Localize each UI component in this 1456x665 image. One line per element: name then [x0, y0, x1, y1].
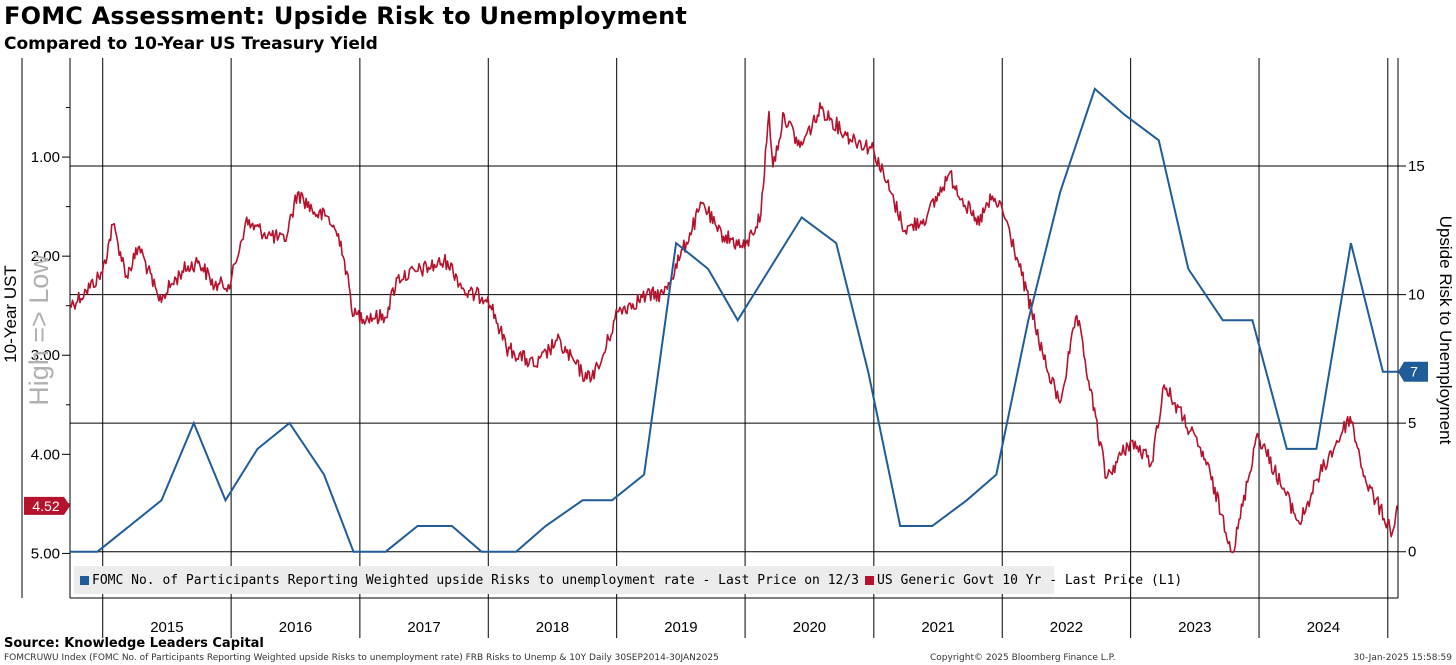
- right-last-value-label: 7: [1410, 364, 1418, 380]
- legend-label-10y: US Generic Govt 10 Yr - Last Price (L1): [877, 572, 1183, 588]
- left-tick-label-3.00: 3.00: [31, 347, 60, 364]
- right-tick-label-10: 10: [1408, 287, 1425, 304]
- copyright-note: Copyright© 2025 Bloomberg Finance L.P.: [930, 653, 1116, 663]
- legend-label-fomc: FOMC No. of Participants Reporting Weigh…: [92, 572, 860, 588]
- source-note: Source: Knowledge Leaders Capital: [4, 636, 264, 651]
- right-axis-label: Upside Risk to Unemployment: [1436, 216, 1455, 445]
- left-tick-label-5.00: 5.00: [31, 545, 60, 562]
- x-tick-label-2023: 2023: [1178, 619, 1211, 636]
- left-tick-label-4.00: 4.00: [31, 446, 60, 463]
- series-line-10y-yield: [69, 102, 1399, 554]
- x-tick-label-2021: 2021: [921, 619, 954, 636]
- legend-item-fomc: FOMC No. of Participants Reporting Weigh…: [80, 573, 859, 588]
- chart-title: FOMC Assessment: Upside Risk to Unemploy…: [4, 2, 688, 30]
- chart-legend: FOMC No. of Participants Reporting Weigh…: [74, 566, 1182, 594]
- x-tick-label-2017: 2017: [407, 619, 440, 636]
- left-last-value-label: 4.52: [32, 498, 59, 514]
- left-tick-label-2.00: 2.00: [31, 248, 60, 265]
- grid-lines: [21, 58, 1406, 638]
- left-axis-watermark: High => Low: [24, 254, 54, 406]
- legend-swatch-red: [865, 575, 875, 585]
- left-axis-tick-labels: 1.00 2.00 3.00 4.00 5.00: [31, 149, 60, 562]
- left-tick-label-1.00: 1.00: [31, 149, 60, 166]
- index-description: FOMCRUWU Index (FOMC No. of Participants…: [4, 653, 719, 663]
- right-tick-label-15: 15: [1408, 158, 1425, 175]
- series-lines: [69, 87, 1399, 554]
- right-last-value-marker: [1398, 361, 1428, 382]
- right-tick-label-5: 5: [1408, 415, 1416, 432]
- x-tick-label-2022: 2022: [1050, 619, 1083, 636]
- series-line-fomc-upside-risk: [70, 87, 1398, 553]
- x-tick-label-2016: 2016: [279, 619, 312, 636]
- chart-subtitle: Compared to 10-Year US Treasury Yield: [4, 34, 378, 54]
- x-tick-label-2019: 2019: [664, 619, 697, 636]
- timestamp: 30-Jan-2025 15:58:59: [1353, 653, 1452, 663]
- right-axis-tick-labels: 0 5 10 15: [1408, 158, 1425, 561]
- x-axis-tick-labels: 2015 2016 2017 2018 2019 2020 2021 2022 2023 2024: [150, 619, 1340, 636]
- legend-item-10y: US Generic Govt 10 Yr - Last Price (L1): [865, 573, 1182, 588]
- legend-swatch-blue: [80, 575, 89, 585]
- left-last-value-marker: [24, 496, 70, 515]
- x-tick-label-2024: 2024: [1307, 619, 1340, 636]
- left-axis-label: 10-Year UST: [1, 265, 20, 363]
- x-tick-label-2018: 2018: [536, 619, 569, 636]
- x-tick-label-2020: 2020: [793, 619, 826, 636]
- last-value-markers: 4.52 7: [24, 361, 1428, 515]
- x-tick-label-2015: 2015: [150, 619, 183, 636]
- right-tick-label-0: 0: [1408, 544, 1416, 561]
